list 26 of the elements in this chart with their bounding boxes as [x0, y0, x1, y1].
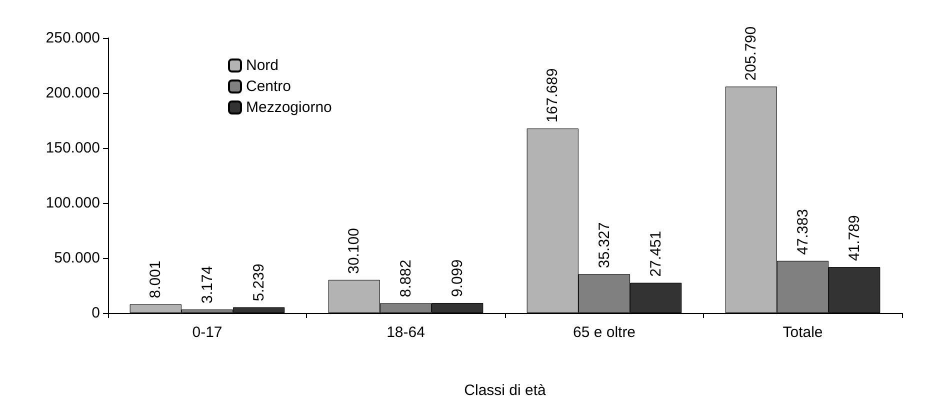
y-tick-label: 50.000: [54, 250, 100, 266]
legend-label: Nord: [246, 57, 279, 74]
data-label: 167.689: [544, 68, 562, 123]
x-tick-label: 65 e oltre: [572, 324, 636, 341]
data-label: 35.327: [596, 222, 613, 268]
legend-label: Centro: [246, 78, 292, 95]
y-tick-label: 0: [92, 304, 100, 322]
data-label: 3.174: [198, 266, 216, 304]
data-label: 205.790: [742, 26, 760, 81]
data-label: 5.239: [250, 264, 268, 302]
y-tick-label: 200.000: [46, 84, 100, 102]
data-label: 30.100: [346, 228, 363, 274]
data-label: 41.789: [846, 215, 863, 262]
data-label: 47.383: [794, 208, 812, 255]
y-tick-label: 250.000: [46, 30, 100, 46]
data-label: 8.001: [147, 260, 164, 298]
data-label: 27.451: [647, 230, 664, 277]
x-axis-title: Classi di età: [464, 382, 547, 399]
y-tick-label: 150.000: [46, 140, 100, 156]
x-tick-label: Totale: [782, 324, 823, 341]
x-tick-label: 0-17: [192, 324, 222, 341]
data-label: 9.099: [448, 259, 466, 297]
y-tick-label: 100.000: [46, 194, 100, 212]
legend-label: Mezzogiorno: [246, 99, 332, 116]
data-label: 8.882: [397, 260, 414, 298]
x-tick-label: 18-64: [386, 324, 425, 341]
